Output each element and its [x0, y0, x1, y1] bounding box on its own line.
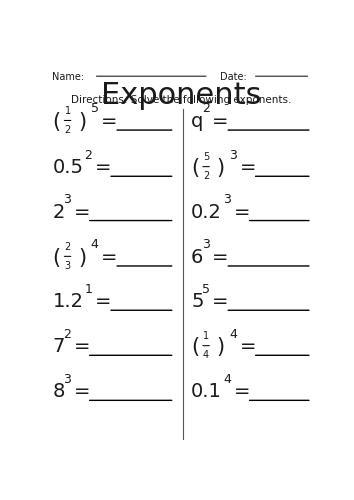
- Text: ): ): [78, 112, 86, 132]
- Text: =: =: [101, 112, 118, 131]
- Text: 2: 2: [202, 102, 210, 116]
- Text: 1.2: 1.2: [52, 292, 84, 312]
- Text: 6: 6: [191, 248, 204, 267]
- Text: 3: 3: [63, 372, 71, 386]
- Text: 3: 3: [223, 193, 231, 206]
- Text: =: =: [95, 158, 112, 178]
- Text: =: =: [234, 382, 250, 402]
- Text: 0.1: 0.1: [191, 382, 222, 402]
- Text: (: (: [52, 248, 61, 268]
- Text: 5: 5: [202, 282, 210, 296]
- Text: q: q: [191, 112, 204, 131]
- Text: Directions: Solve the following exponents.: Directions: Solve the following exponent…: [71, 94, 292, 104]
- Text: =: =: [101, 248, 118, 267]
- Text: =: =: [212, 112, 229, 131]
- Text: 5: 5: [203, 152, 209, 162]
- Text: 1: 1: [85, 282, 92, 296]
- Text: Name:: Name:: [52, 72, 85, 83]
- Text: ): ): [217, 337, 225, 357]
- Text: 2: 2: [63, 328, 71, 340]
- Text: =: =: [212, 248, 229, 267]
- Text: 3: 3: [229, 148, 237, 162]
- Text: 4: 4: [91, 238, 98, 252]
- Text: =: =: [240, 158, 256, 178]
- Text: =: =: [240, 338, 256, 356]
- Text: 0.2: 0.2: [191, 202, 222, 222]
- Text: 3: 3: [63, 193, 71, 206]
- Text: Date:: Date:: [220, 72, 247, 83]
- Text: 3: 3: [64, 261, 71, 271]
- Text: 7: 7: [52, 338, 65, 356]
- Text: (: (: [191, 337, 199, 357]
- Text: 2: 2: [64, 125, 71, 135]
- Text: =: =: [74, 338, 90, 356]
- Text: 1: 1: [203, 332, 209, 342]
- Text: 2: 2: [64, 242, 71, 252]
- Text: 1: 1: [64, 106, 71, 116]
- Text: ): ): [217, 158, 225, 178]
- Text: ): ): [78, 248, 86, 268]
- Text: 5: 5: [91, 102, 99, 116]
- Text: (: (: [191, 158, 199, 178]
- Text: =: =: [95, 292, 112, 312]
- Text: =: =: [234, 202, 250, 222]
- Text: (: (: [52, 112, 61, 132]
- Text: 4: 4: [229, 328, 237, 340]
- Text: Exponents: Exponents: [101, 81, 262, 110]
- Text: 5: 5: [191, 292, 204, 312]
- Text: 2: 2: [85, 148, 92, 162]
- Text: 8: 8: [52, 382, 65, 402]
- Text: 0.5: 0.5: [52, 158, 84, 178]
- Text: =: =: [212, 292, 229, 312]
- Text: 2: 2: [52, 202, 65, 222]
- Text: =: =: [74, 202, 90, 222]
- Text: 4: 4: [203, 350, 209, 360]
- Text: 3: 3: [202, 238, 210, 252]
- Text: 4: 4: [223, 372, 231, 386]
- Text: =: =: [74, 382, 90, 402]
- Text: 2: 2: [203, 172, 209, 181]
